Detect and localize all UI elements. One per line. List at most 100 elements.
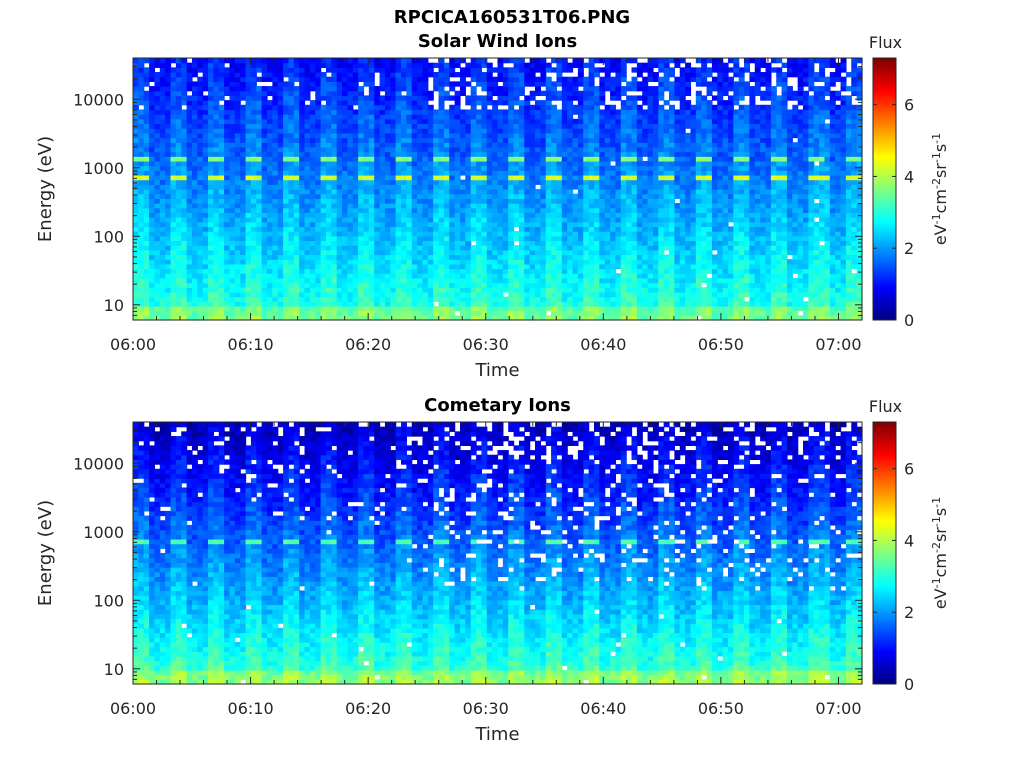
heatmap-cell (245, 273, 252, 279)
heatmap-cell (336, 81, 343, 87)
heatmap-cell (379, 118, 386, 125)
heatmap-cell (620, 249, 627, 256)
heatmap-cell (363, 277, 370, 284)
heatmap-cell (540, 203, 547, 209)
heatmap-cell (202, 221, 209, 228)
heatmap-cell (358, 137, 365, 143)
heatmap-cell (272, 123, 279, 129)
heatmap-cell (572, 273, 579, 279)
heatmap-cell (309, 315, 316, 321)
heatmap-cell (197, 277, 204, 284)
heatmap-cell (433, 249, 440, 256)
heatmap-cell (149, 259, 156, 265)
heatmap-cell (208, 310, 214, 316)
heatmap-cell (191, 217, 198, 223)
heatmap-cell (476, 58, 483, 64)
heatmap-cell (497, 282, 504, 288)
heatmap-cell (599, 221, 606, 228)
heatmap-cell (433, 305, 440, 312)
heatmap-cell (438, 189, 445, 195)
heatmap-cell (551, 174, 558, 181)
heatmap-cell (277, 198, 284, 204)
heatmap-cell (583, 231, 590, 237)
heatmap-cell (240, 81, 247, 87)
heatmap-cell (315, 100, 322, 106)
heatmap-cell (610, 207, 617, 213)
heatmap-cell (599, 123, 606, 129)
heatmap-cell (245, 104, 252, 111)
heatmap-cell (492, 118, 499, 125)
heatmap-cell (229, 249, 236, 256)
heatmap-cell (133, 156, 139, 162)
heatmap-cell (336, 128, 343, 134)
heatmap-cell (438, 146, 445, 153)
heatmap-cell (374, 296, 381, 302)
heatmap-cell (465, 315, 472, 321)
heatmap-cell (288, 254, 295, 260)
heatmap-cell (208, 245, 214, 251)
heatmap-cell (395, 207, 402, 213)
heatmap-cell (567, 268, 574, 274)
heatmap-cell (459, 86, 466, 92)
heatmap-cell (577, 249, 584, 256)
heatmap-cell (309, 240, 316, 246)
heatmap-cell (470, 263, 477, 270)
heatmap-cell (283, 156, 290, 162)
heatmap-cell (465, 263, 472, 270)
heatmap-cell (465, 95, 472, 101)
heatmap-cell (133, 207, 139, 213)
heatmap-cell (583, 245, 590, 251)
heatmap-cell (513, 100, 520, 106)
heatmap-cell (556, 142, 563, 148)
heatmap-cell (304, 291, 311, 298)
heatmap-cell (261, 245, 268, 251)
heatmap-cell (454, 104, 461, 111)
heatmap-cell (218, 86, 225, 92)
heatmap-cell (304, 221, 311, 228)
heatmap-cell (363, 296, 370, 302)
heatmap-cell (593, 193, 600, 199)
heatmap-cell (315, 245, 322, 251)
heatmap-cell (556, 207, 563, 213)
heatmap-cell (454, 217, 461, 223)
heatmap-cell (159, 310, 166, 316)
heatmap-cell (154, 86, 161, 92)
heatmap-cell (540, 137, 547, 143)
heatmap-cell (438, 81, 445, 87)
heatmap-cell (406, 282, 413, 288)
heatmap-cell (229, 254, 236, 260)
figure-title: RPCICA160531T06.PNG (393, 7, 631, 28)
heatmap-cell (191, 221, 198, 228)
heatmap-cell (545, 203, 552, 209)
heatmap-cell (406, 254, 413, 260)
heatmap-cell (588, 310, 595, 316)
heatmap-cell (250, 273, 257, 279)
heatmap-cell (143, 254, 150, 260)
heatmap-cell (497, 310, 504, 316)
heatmap-cell (529, 118, 536, 125)
heatmap-cell (224, 296, 231, 302)
heatmap-cell (567, 212, 574, 218)
heatmap-cell (395, 235, 402, 242)
heatmap-cell (379, 296, 386, 302)
heatmap-cell (427, 212, 434, 218)
heatmap-cell (352, 212, 359, 218)
heatmap-cell (604, 62, 611, 68)
heatmap-cell (347, 100, 354, 106)
heatmap-cell (476, 123, 483, 129)
heatmap-cell (395, 263, 402, 270)
heatmap-cell (374, 310, 381, 316)
heatmap-cell (395, 245, 402, 251)
heatmap-cell (261, 72, 268, 78)
heatmap-cell (358, 174, 365, 181)
heatmap-cell (615, 305, 622, 312)
heatmap-cell (154, 58, 161, 64)
heatmap-cell (567, 203, 574, 209)
heatmap-cell (363, 123, 370, 129)
heatmap-cell (256, 254, 263, 260)
heatmap-cell (267, 226, 273, 232)
heatmap-cell (175, 165, 182, 171)
heatmap-cell (390, 277, 397, 284)
heatmap-cell (535, 118, 541, 125)
